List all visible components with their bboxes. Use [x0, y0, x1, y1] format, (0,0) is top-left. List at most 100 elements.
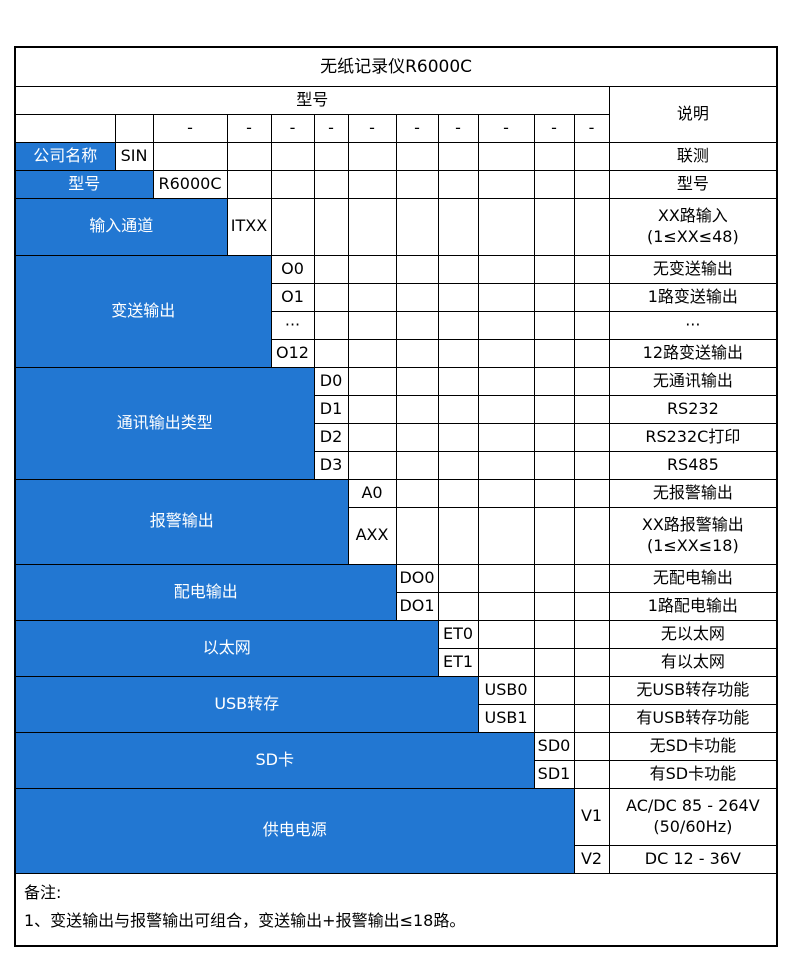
desc-line: 1路变送输出 [647, 286, 738, 306]
desc-cell: ··· [608, 310, 778, 340]
dash-cell: - [437, 113, 479, 143]
model-code-cell: O0 [270, 254, 315, 284]
empty-cell [437, 197, 479, 256]
empty-cell [477, 282, 535, 312]
desc-line: RS232 [666, 398, 719, 418]
desc-line: 联测 [676, 145, 709, 165]
empty-cell [477, 394, 535, 424]
empty-cell [533, 478, 575, 508]
model-code-cell: DO0 [395, 563, 439, 593]
empty-cell [313, 338, 349, 368]
desc-line: 无变送输出 [652, 258, 733, 278]
empty-cell [347, 310, 397, 340]
empty-cell [477, 197, 535, 256]
empty-cell [573, 450, 610, 480]
model-code-cell: DO1 [395, 591, 439, 621]
empty-cell [573, 647, 610, 677]
model-code-cell: O1 [270, 282, 315, 312]
empty-cell [437, 506, 479, 565]
empty-cell [395, 422, 439, 452]
spec-row: 以太网 ET0 无以太网 [14, 619, 778, 677]
dash-cell: - [152, 113, 228, 143]
dash-cell: - [477, 113, 535, 143]
empty-cell [533, 675, 575, 705]
model-code-cell: D0 [313, 366, 349, 396]
empty-cell [477, 647, 535, 677]
empty-cell [270, 141, 315, 171]
desc-cell: 有USB转存功能 [608, 703, 778, 733]
spec-row: 通讯输出类型 D0 无通讯输出 [14, 366, 778, 480]
model-code-cell: ··· [270, 310, 315, 340]
empty-cell [477, 422, 535, 452]
empty-cell [533, 591, 575, 621]
empty-cell [477, 141, 535, 171]
desc-line: ··· [685, 314, 701, 334]
empty-cell [347, 197, 397, 256]
model-code-cell: SIN [114, 141, 154, 171]
empty-cell [573, 731, 610, 761]
desc-cell: DC 12 - 36V [608, 844, 778, 874]
spec-row: V2 DC 12 - 36V [15, 844, 778, 874]
desc-line: 有USB转存功能 [636, 707, 750, 727]
empty-cell [533, 647, 575, 677]
spec-row: 供电电源 V1 AC/DC 85 - 264V (50/60Hz) [14, 787, 778, 874]
empty-cell [477, 254, 535, 284]
table-title: 无纸记录仪R6000C [14, 46, 778, 87]
empty-cell [437, 478, 479, 508]
empty-cell [533, 141, 575, 171]
empty-cell [395, 169, 439, 199]
empty-cell [477, 169, 535, 199]
title-row: 无纸记录仪R6000C [14, 46, 778, 87]
spec-group-label: 输入通道 [14, 197, 228, 256]
empty-cell [226, 169, 272, 199]
empty-cell [573, 619, 610, 649]
empty-cell [477, 310, 535, 340]
empty-cell [573, 591, 610, 621]
desc-cell: 无以太网 [608, 619, 778, 649]
empty-cell [573, 310, 610, 340]
empty-cell [313, 254, 349, 284]
empty-cell [437, 169, 479, 199]
spec-row: AXX XX路报警输出 (1≤XX≤18) [15, 506, 778, 565]
empty-cell [395, 141, 439, 171]
model-code-cell: USB0 [477, 675, 535, 705]
spec-group-label: USB转存 [14, 675, 479, 733]
note-label: 备注: [24, 882, 62, 902]
dash-row: ---------- [14, 113, 777, 143]
empty-cell [573, 675, 610, 705]
dash-cell: - [347, 113, 397, 143]
empty-cell [347, 141, 397, 171]
model-code-cell: ET0 [437, 619, 479, 649]
empty-cell [477, 478, 535, 508]
empty-cell [573, 563, 610, 593]
empty-cell [573, 506, 610, 565]
spec-row: ET1 有以太网 [15, 647, 778, 677]
empty-cell [347, 338, 397, 368]
spec-group-label: 以太网 [14, 619, 439, 677]
empty-cell [573, 478, 610, 508]
empty-cell [270, 197, 315, 256]
empty-cell [533, 394, 575, 424]
desc-line: 有以太网 [660, 651, 725, 671]
empty-cell [533, 450, 575, 480]
model-code-cell: SD1 [533, 759, 575, 789]
spec-row: 输入通道 ITXX XX路输入 (1≤XX≤48) [14, 197, 778, 256]
empty-cell [437, 591, 479, 621]
model-code-cell: V1 [573, 787, 610, 846]
empty-cell [477, 563, 535, 593]
desc-cell: AC/DC 85 - 264V (50/60Hz) [608, 787, 778, 846]
empty-cell [533, 338, 575, 368]
empty-cell [573, 366, 610, 396]
desc-cell: 12路变送输出 [608, 338, 778, 368]
empty-cell [477, 619, 535, 649]
spec-row: 报警输出 A0 无报警输出 [14, 478, 778, 565]
desc-line: 无以太网 [660, 623, 725, 643]
empty-cell [313, 141, 349, 171]
empty-cell [395, 366, 439, 396]
desc-cell: 无配电输出 [608, 563, 778, 593]
model-code-cell: A0 [347, 478, 397, 508]
spec-row: 型号 R6000C 型号 [14, 169, 778, 199]
desc-line: AC/DC 85 - 264V [626, 795, 760, 815]
model-ordering-table: 无纸记录仪R6000C 型号 说明 ---------- 公司名称 SIN 联测 型号… [14, 46, 779, 947]
empty-cell [152, 141, 228, 171]
